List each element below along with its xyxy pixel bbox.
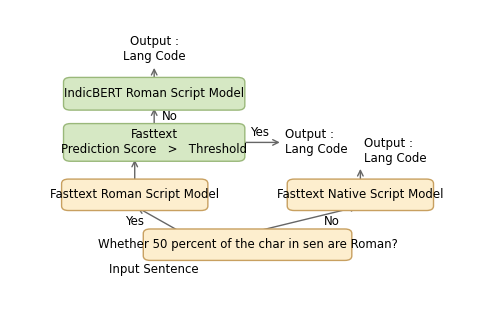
FancyBboxPatch shape <box>287 179 433 211</box>
FancyBboxPatch shape <box>64 77 244 110</box>
Text: Fasttext
Prediction Score   >   Threshold: Fasttext Prediction Score > Threshold <box>61 128 247 156</box>
Text: Output :
Lang Code: Output : Lang Code <box>364 137 426 165</box>
Text: Yes: Yes <box>125 215 144 228</box>
Text: No: No <box>323 215 339 228</box>
Text: Fasttext Native Script Model: Fasttext Native Script Model <box>277 188 443 201</box>
Text: Output :
Lang Code: Output : Lang Code <box>285 128 347 156</box>
FancyBboxPatch shape <box>62 179 207 211</box>
FancyBboxPatch shape <box>143 229 351 260</box>
Text: No: No <box>162 110 177 123</box>
Text: Input Sentence: Input Sentence <box>109 263 198 276</box>
Text: Whether 50 percent of the char in sen are Roman?: Whether 50 percent of the char in sen ar… <box>97 238 397 251</box>
FancyBboxPatch shape <box>64 123 244 161</box>
Text: IndicBERT Roman Script Model: IndicBERT Roman Script Model <box>64 87 244 100</box>
Text: Yes: Yes <box>249 126 268 139</box>
Text: Fasttext Roman Script Model: Fasttext Roman Script Model <box>50 188 219 201</box>
Text: Output :
Lang Code: Output : Lang Code <box>123 35 185 63</box>
